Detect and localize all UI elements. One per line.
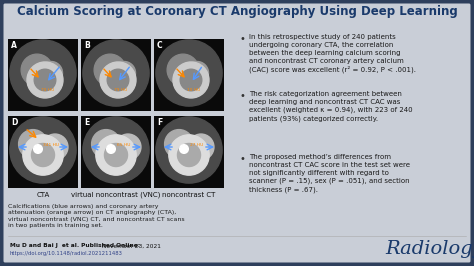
Circle shape <box>156 40 222 106</box>
Text: 79 HU: 79 HU <box>114 88 128 92</box>
Text: noncontrast CT: noncontrast CT <box>162 192 216 198</box>
Circle shape <box>94 54 126 86</box>
Bar <box>81 116 151 188</box>
Bar <box>154 39 224 111</box>
Circle shape <box>156 117 222 183</box>
Text: 70 HU: 70 HU <box>41 88 55 92</box>
Text: C: C <box>157 41 163 50</box>
Circle shape <box>83 117 149 183</box>
Circle shape <box>167 54 199 86</box>
Circle shape <box>104 143 128 167</box>
Text: The risk categorization agreement between
deep learning and noncontrast CT CAC w: The risk categorization agreement betwee… <box>249 91 413 122</box>
Circle shape <box>18 130 47 158</box>
Circle shape <box>115 134 141 160</box>
Circle shape <box>83 40 149 106</box>
Text: D: D <box>11 118 18 127</box>
Text: 27 HU: 27 HU <box>191 143 204 147</box>
Circle shape <box>39 61 63 85</box>
Text: •: • <box>240 91 246 101</box>
FancyBboxPatch shape <box>3 3 471 263</box>
Circle shape <box>23 135 63 175</box>
Circle shape <box>173 62 209 98</box>
Circle shape <box>96 135 136 175</box>
Circle shape <box>100 62 136 98</box>
Circle shape <box>185 61 209 85</box>
Text: •: • <box>240 154 246 164</box>
Text: F: F <box>157 118 162 127</box>
Bar <box>81 39 151 111</box>
Circle shape <box>91 130 120 158</box>
Text: B: B <box>84 41 90 50</box>
Text: CTA: CTA <box>36 192 50 198</box>
Circle shape <box>107 145 115 153</box>
Circle shape <box>31 143 55 167</box>
Text: In this retrospective study of 240 patients
undergoing coronary CTA, the correla: In this retrospective study of 240 patie… <box>249 34 416 73</box>
Circle shape <box>164 130 193 158</box>
Text: November 23, 2021: November 23, 2021 <box>100 243 161 248</box>
Circle shape <box>10 117 76 183</box>
Text: Mu D and Bai J  et al. Published Online:: Mu D and Bai J et al. Published Online: <box>10 243 140 248</box>
Circle shape <box>10 40 76 106</box>
Circle shape <box>180 145 188 153</box>
Text: 65 HU: 65 HU <box>117 143 131 147</box>
FancyBboxPatch shape <box>5 5 469 26</box>
Bar <box>154 116 224 188</box>
Circle shape <box>112 61 136 85</box>
Bar <box>8 116 78 188</box>
Text: •: • <box>240 34 246 44</box>
Circle shape <box>177 143 201 167</box>
Text: 341 HU: 341 HU <box>43 143 59 147</box>
Circle shape <box>27 62 63 98</box>
Circle shape <box>21 54 53 86</box>
Text: The proposed method’s differences from
noncontrast CT CAC score in the test set : The proposed method’s differences from n… <box>249 154 410 193</box>
Text: E: E <box>84 118 89 127</box>
Circle shape <box>42 134 68 160</box>
Text: Radiology: Radiology <box>386 240 474 258</box>
Text: Calcifications (blue arrows) and coronary artery
attenuation (orange arrow) on C: Calcifications (blue arrows) and coronar… <box>8 204 185 228</box>
Circle shape <box>169 135 209 175</box>
Text: Calcium Scoring at Coronary CT Angiography Using Deep Learning: Calcium Scoring at Coronary CT Angiograp… <box>17 5 457 18</box>
Text: https://doi.org/10.1148/radiol.2021211483: https://doi.org/10.1148/radiol.202121148… <box>10 251 123 256</box>
Circle shape <box>180 69 202 91</box>
Circle shape <box>107 69 129 91</box>
Text: 10 HU: 10 HU <box>187 88 201 92</box>
Bar <box>8 39 78 111</box>
Circle shape <box>188 134 214 160</box>
Circle shape <box>34 69 56 91</box>
Text: A: A <box>11 41 17 50</box>
Text: virtual noncontrast (VNC): virtual noncontrast (VNC) <box>71 192 161 198</box>
Circle shape <box>34 145 42 153</box>
